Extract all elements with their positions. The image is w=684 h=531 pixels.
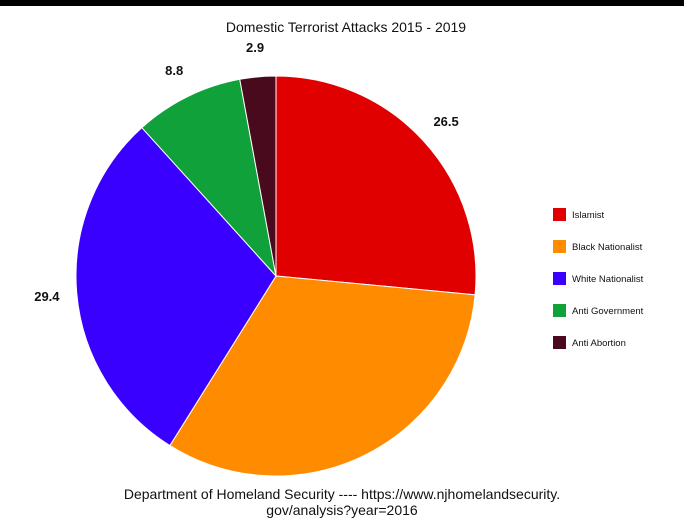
- value-label-black-nationalist: 32.4: [365, 475, 391, 476]
- legend-label-anti-abortion: Anti Abortion: [572, 338, 626, 349]
- legend-label-islamist: Islamist: [572, 210, 605, 221]
- legend-swatch-islamist: [553, 208, 566, 221]
- legend-label-anti-government: Anti Government: [572, 306, 644, 317]
- chart-frame: Domestic Terrorist Attacks 2015 - 2019 2…: [0, 6, 684, 531]
- legend-label-white-nationalist: White Nationalist: [572, 274, 644, 285]
- chart-title: Domestic Terrorist Attacks 2015 - 2019: [226, 19, 466, 35]
- legend-swatch-white-nationalist: [553, 272, 566, 285]
- legend-swatch-anti-government: [553, 304, 566, 317]
- slice-white-nationalist: [75, 126, 277, 447]
- legend-swatch-black-nationalist: [553, 240, 566, 253]
- legend-swatch-anti-abortion: [553, 336, 566, 349]
- value-label-anti-government: 8.8: [165, 63, 183, 78]
- slice-anti-government: [141, 78, 277, 278]
- value-label-islamist: 26.5: [433, 114, 458, 129]
- slice-black-nationalist: [169, 275, 476, 476]
- pie-slices: [75, 75, 477, 476]
- slice-labels: 26.5 32.4 29.4 8.8 2.9: [34, 40, 459, 476]
- value-label-anti-abortion: 2.9: [246, 40, 264, 55]
- value-label-white-nationalist: 29.4: [34, 289, 60, 304]
- legend: Islamist Black Nationalist White Nationali…: [553, 208, 644, 349]
- slice-anti-abortion: [239, 75, 277, 277]
- legend-label-black-nationalist: Black Nationalist: [572, 242, 643, 253]
- slice-islamist: [275, 75, 477, 296]
- source-line-2: gov/analysis?year=2016: [266, 502, 418, 518]
- pie-chart: Domestic Terrorist Attacks 2015 - 2019 2…: [34, 19, 644, 476]
- source-line-1: Department of Homeland Security ---- htt…: [123, 486, 561, 502]
